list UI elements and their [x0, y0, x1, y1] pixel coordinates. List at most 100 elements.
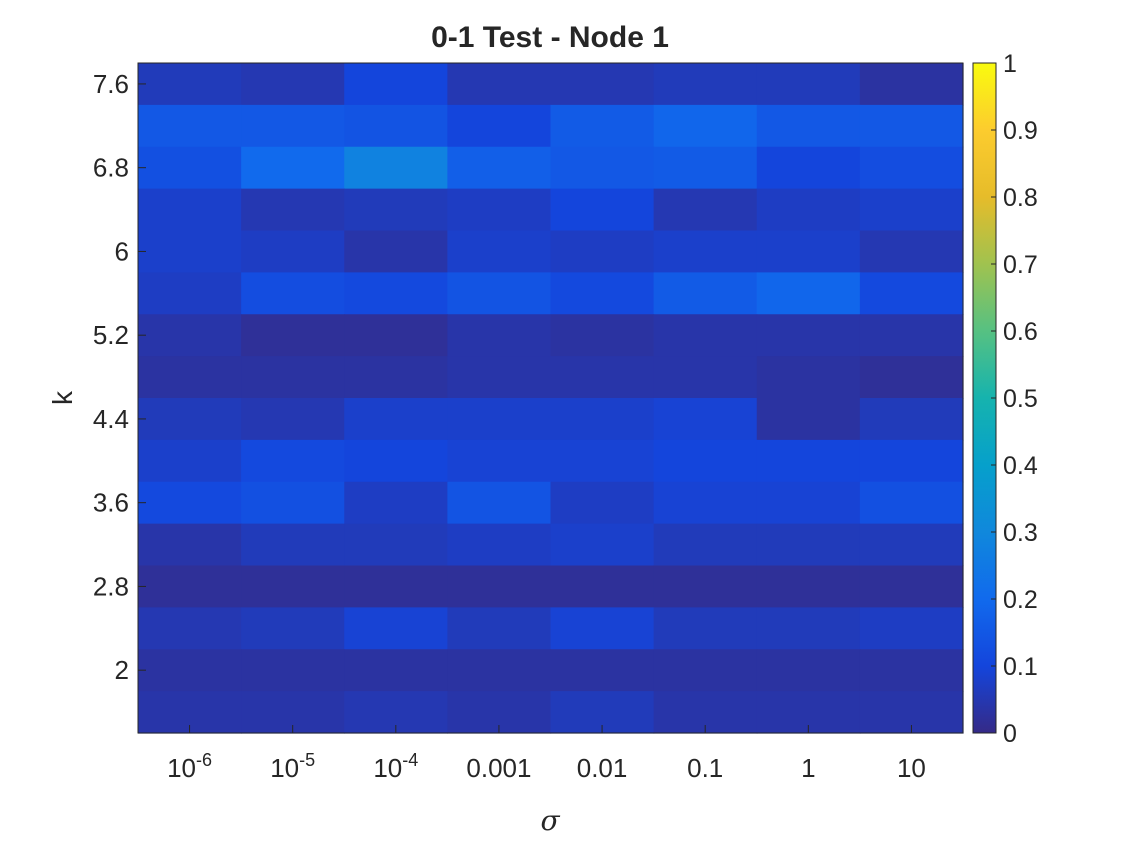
colorbar-tick-label: 0.1	[1003, 653, 1038, 681]
heatmap-cell	[138, 314, 242, 357]
heatmap-cell	[859, 439, 964, 483]
heatmap-cell	[859, 356, 964, 399]
heatmap-cell	[447, 649, 552, 692]
heatmap-cell	[550, 356, 655, 399]
heatmap-cell	[653, 146, 758, 190]
heatmap-cell	[138, 439, 242, 483]
heatmap-cell	[859, 104, 964, 148]
heatmap-cell	[138, 565, 242, 608]
plot-frame	[137, 62, 964, 734]
heatmap-cell	[653, 398, 758, 441]
heatmap-cell	[241, 230, 345, 273]
x-tick-label: 0.001	[466, 753, 531, 783]
heatmap-cell	[447, 146, 552, 190]
heatmap-cell	[447, 356, 552, 399]
heatmap-cell	[344, 439, 448, 483]
heatmap-cell	[653, 230, 758, 273]
heatmap-cell	[756, 104, 861, 148]
heatmap-cell	[859, 314, 964, 357]
heatmap-cell	[550, 63, 655, 106]
heatmap-cell	[756, 565, 861, 608]
heatmap-cell	[447, 230, 552, 273]
heatmap-cell	[138, 607, 242, 650]
x-axis-label: σ	[540, 804, 560, 837]
heatmap-cell	[241, 272, 345, 315]
heatmap-cell	[138, 356, 242, 399]
y-axis-ticks: 7.6 6.8 6 5.2 4.4 3.6 2.8 2	[93, 69, 146, 685]
heatmap-cell	[756, 523, 861, 567]
colorbar-tick-label: 0.2	[1003, 586, 1038, 614]
y-tick-label: 3.6	[93, 488, 129, 518]
heatmap-cell	[859, 481, 964, 525]
heatmap-cell	[653, 607, 758, 650]
y-tick-label: 2	[115, 655, 129, 685]
heatmap-cell	[138, 63, 242, 106]
heatmap-cell	[756, 481, 861, 525]
y-tick-label: 7.6	[93, 69, 129, 99]
heatmap-cell	[138, 146, 242, 190]
heatmap-cell	[138, 523, 242, 567]
heatmap-cell	[550, 272, 655, 315]
heatmap-cell	[859, 565, 964, 608]
heatmap-cell	[241, 565, 345, 608]
heatmap-cell	[447, 607, 552, 650]
heatmap-cell	[550, 649, 655, 692]
x-axis-ticks: 10-6 10-5 10-4 0.001 0.01 0.1 1 10	[167, 725, 926, 783]
colorbar-tick-label: 0.3	[1003, 519, 1038, 547]
heatmap-cell	[653, 523, 758, 567]
heatmap-cell	[138, 188, 242, 232]
heatmap-cell	[756, 188, 861, 232]
heatmap-cell	[756, 439, 861, 483]
heatmap-cell	[447, 188, 552, 232]
heatmap-cell	[344, 63, 448, 106]
heatmap-cell	[756, 146, 861, 190]
y-tick-label: 4.4	[93, 404, 129, 434]
colorbar-tick-label: 0.7	[1003, 251, 1038, 279]
heatmap-cell	[344, 272, 448, 315]
heatmap-cell	[550, 439, 655, 483]
heatmap-cell	[241, 63, 345, 106]
heatmap-cell	[241, 607, 345, 650]
heatmap-cell	[550, 523, 655, 567]
heatmap-cell	[447, 481, 552, 525]
heatmap-cell	[138, 649, 242, 692]
heatmap-cell	[344, 398, 448, 441]
colorbar-tick-label: 0.5	[1003, 385, 1038, 413]
x-tick-label: 10-5	[270, 750, 315, 783]
colorbar-tick-label: 1	[1003, 50, 1017, 78]
heatmap-cell	[550, 565, 655, 608]
heatmap-cell	[859, 230, 964, 273]
colorbar-tick-label: 0	[1003, 720, 1017, 748]
heatmap-cell	[344, 607, 448, 650]
heatmap-cell	[756, 607, 861, 650]
heatmap-cell	[447, 63, 552, 106]
heatmap-cell	[447, 565, 552, 608]
heatmap-cell	[344, 565, 448, 608]
heatmap-cell	[344, 230, 448, 273]
heatmap-cell	[241, 481, 345, 525]
heatmap-cell	[241, 188, 345, 232]
colorbar-tick-label: 0.8	[1003, 184, 1038, 212]
heatmap-cell	[653, 481, 758, 525]
heatmap-cell	[550, 146, 655, 190]
heatmap-cell	[859, 649, 964, 692]
colorbar-tick-label: 0.6	[1003, 318, 1038, 346]
heatmap-cell	[138, 104, 242, 148]
heatmap-cell	[756, 230, 861, 273]
heatmap-cell	[756, 649, 861, 692]
heatmap-cell	[653, 104, 758, 148]
heatmap-cell	[756, 272, 861, 315]
heatmap-cell	[241, 523, 345, 567]
heatmap-cell	[447, 272, 552, 315]
heatmap-cell	[138, 230, 242, 273]
heatmap-cell	[653, 565, 758, 608]
y-tick-label: 2.8	[93, 571, 129, 601]
colorbar-tick-label: 0.9	[1003, 117, 1038, 145]
heatmap-cell	[859, 523, 964, 567]
y-axis-label: k	[47, 390, 78, 405]
y-tick-label: 5.2	[93, 320, 129, 350]
heatmap-cell	[653, 63, 758, 106]
heatmap-cell	[241, 649, 345, 692]
x-tick-label: 10-6	[167, 750, 212, 783]
